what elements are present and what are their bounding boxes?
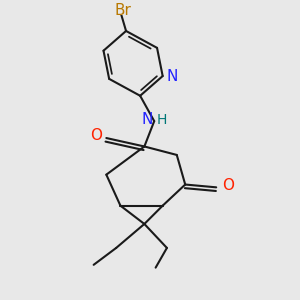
Text: H: H: [157, 113, 167, 127]
Text: N: N: [167, 68, 178, 83]
Text: O: O: [90, 128, 102, 143]
Text: O: O: [222, 178, 234, 194]
Text: N: N: [141, 112, 153, 127]
Text: Br: Br: [115, 3, 132, 18]
